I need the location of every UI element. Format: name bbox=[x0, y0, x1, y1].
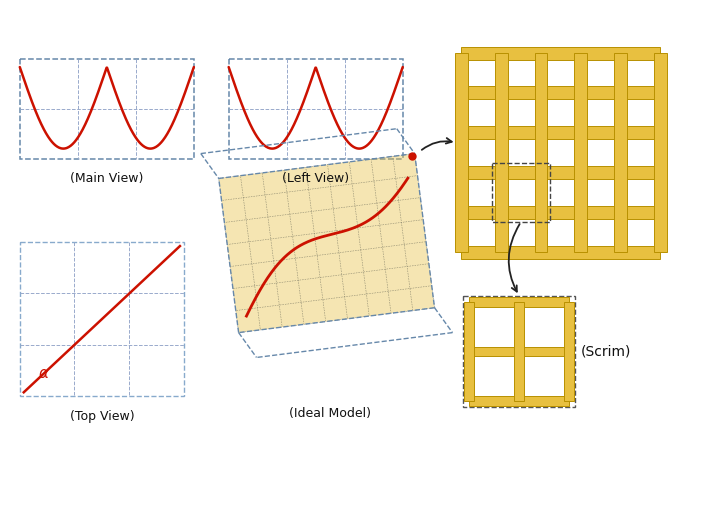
Polygon shape bbox=[219, 153, 434, 333]
Text: (Top View): (Top View) bbox=[70, 410, 134, 423]
Bar bbox=[461, 126, 660, 139]
Bar bbox=[534, 53, 548, 252]
Bar bbox=[470, 346, 569, 357]
Bar bbox=[564, 302, 574, 401]
Text: (Ideal Model): (Ideal Model) bbox=[289, 407, 371, 420]
Bar bbox=[514, 302, 524, 401]
Bar bbox=[455, 53, 468, 252]
Bar bbox=[495, 53, 508, 252]
Bar bbox=[574, 53, 587, 252]
Bar bbox=[461, 166, 660, 179]
Bar bbox=[470, 297, 569, 307]
Text: (Left View): (Left View) bbox=[282, 173, 349, 186]
Bar bbox=[654, 53, 667, 252]
Bar bbox=[461, 245, 660, 258]
Bar bbox=[461, 86, 660, 99]
Text: (Scrim): (Scrim) bbox=[581, 345, 631, 358]
Bar bbox=[461, 47, 660, 60]
Bar bbox=[465, 302, 474, 401]
Bar bbox=[461, 206, 660, 219]
Bar bbox=[470, 396, 569, 406]
Text: (Main View): (Main View) bbox=[70, 173, 144, 186]
Bar bbox=[614, 53, 627, 252]
Text: $\alpha$: $\alpha$ bbox=[38, 367, 49, 381]
